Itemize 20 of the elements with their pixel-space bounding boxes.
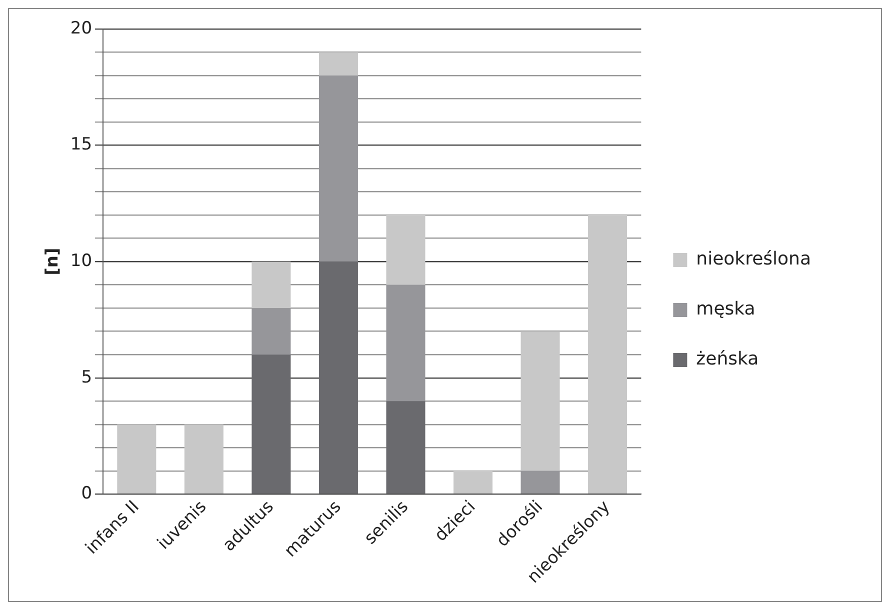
bar [453,470,493,494]
y-tick-label: 5 [81,367,92,388]
bar [520,331,560,471]
bar [588,215,628,494]
y-tick-label: 10 [70,250,92,271]
legend-label: męska [696,298,756,320]
y-tick-label: 15 [70,134,92,155]
bar [318,262,358,494]
bar [117,424,156,494]
y-tick-label: 0 [81,484,92,504]
y-tick-label: 20 [70,18,92,38]
bar [386,215,426,285]
bar [252,354,291,494]
legend-label: żeńska [696,348,759,370]
legend-label: nieokreślona [696,248,812,270]
bar [184,424,224,494]
bar [386,401,426,494]
bar [252,262,291,308]
bar [318,52,358,76]
y-axis-title: [n] [42,248,63,276]
